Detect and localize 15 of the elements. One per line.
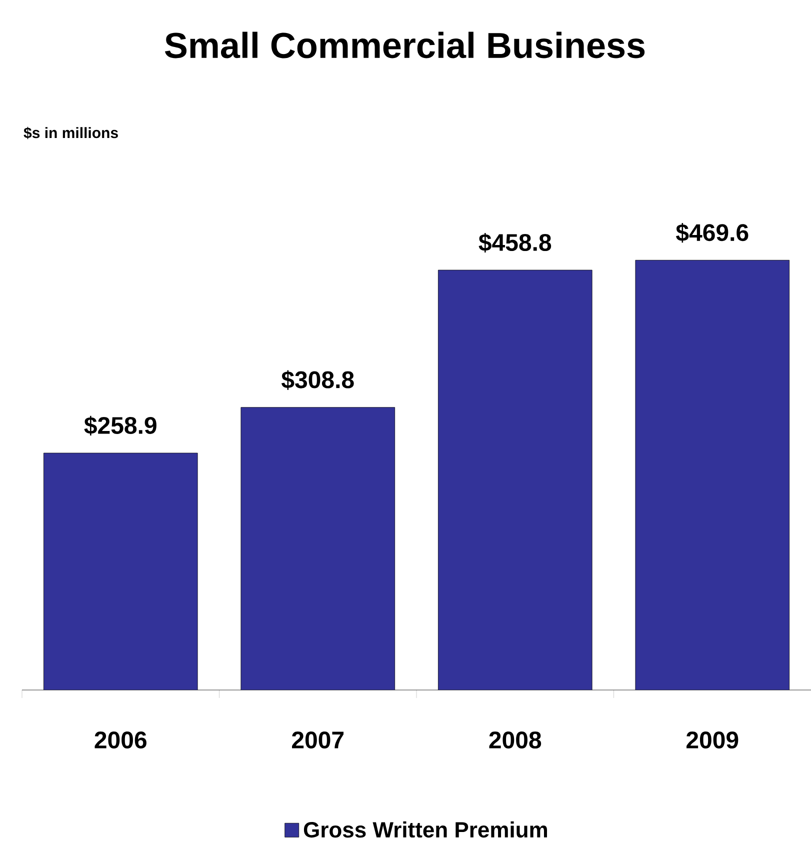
x-tick-label: 2009 — [686, 732, 738, 749]
data-label: $458.8 — [478, 232, 552, 253]
data-label: $308.8 — [281, 370, 354, 390]
text: Gross Written Premium — [304, 821, 547, 838]
x-tick-label: 2006 — [94, 732, 146, 749]
x-tick-label: 2007 — [292, 732, 344, 749]
bar — [44, 453, 198, 690]
data-label: $258.9 — [84, 416, 156, 436]
chart-title: Small Commercial Business — [164, 32, 645, 58]
chart-subtitle: $s in millions — [24, 126, 118, 140]
data-label: $469.6 — [676, 223, 748, 243]
x-tick-label: 2008 — [489, 732, 542, 749]
bar — [240, 407, 395, 690]
bar — [438, 270, 592, 690]
bar — [635, 260, 790, 690]
